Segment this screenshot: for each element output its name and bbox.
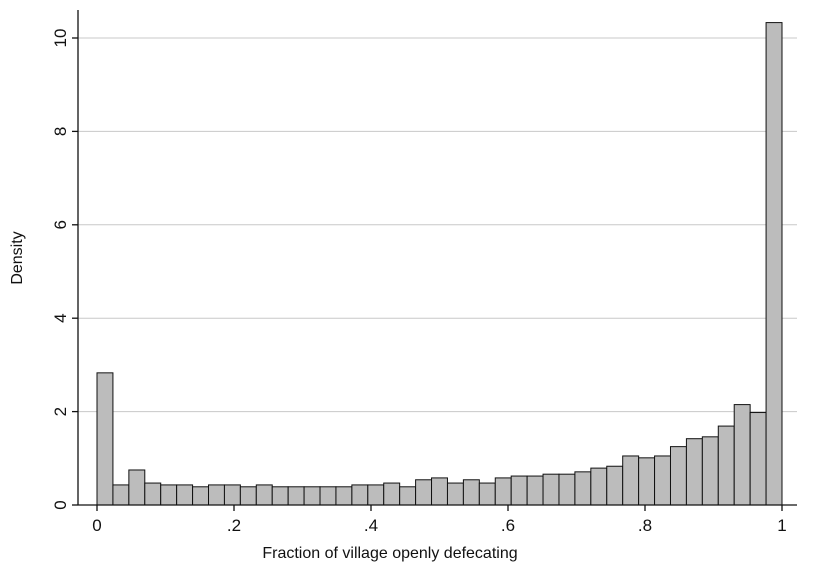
y-ticks: 0 2 4 6 8 10 — [51, 29, 78, 510]
histogram-bar-13 — [303, 486, 321, 506]
histogram-bar-31 — [590, 467, 608, 506]
y-tick-label-2: 4 — [51, 313, 70, 322]
histogram-bar-41 — [749, 412, 767, 506]
histogram-bar-0 — [96, 372, 114, 506]
histogram-bar-5 — [176, 484, 194, 506]
histogram-bar-36 — [669, 446, 687, 506]
y-tick-label-5: 10 — [51, 29, 70, 48]
y-axis-title: Density — [9, 231, 26, 284]
histogram-bar-25 — [494, 477, 512, 506]
histogram-bar-20 — [415, 479, 433, 506]
histogram-bar-16 — [351, 484, 369, 506]
histogram-bar-42 — [765, 22, 783, 506]
histogram-bar-35 — [654, 455, 671, 506]
y-tick-label-4: 8 — [51, 127, 70, 136]
histogram-bar-30 — [574, 471, 592, 506]
grid-lines — [78, 37, 797, 413]
histogram-bar-24 — [478, 482, 496, 506]
histogram-bar-10 — [255, 484, 273, 506]
axes — [77, 10, 797, 506]
histogram-bar-1 — [112, 484, 130, 506]
x-tick-label-2: .4 — [364, 516, 378, 535]
histogram-bar-9 — [239, 486, 257, 506]
histogram-bar-21 — [431, 477, 448, 506]
histogram-bar-22 — [446, 482, 464, 506]
x-tick-label-3: .6 — [501, 516, 515, 535]
histogram-bar-39 — [717, 425, 735, 506]
histogram-bar-14 — [319, 486, 337, 506]
y-tick-label-0: 0 — [51, 500, 70, 509]
histogram-bar-18 — [383, 482, 401, 506]
y-tick-label-1: 2 — [51, 407, 70, 416]
x-tick-label-1: .2 — [227, 516, 241, 535]
histogram-bar-27 — [526, 475, 544, 506]
histogram-bar-2 — [128, 469, 146, 506]
histogram-bar-37 — [685, 438, 703, 506]
histogram-bar-26 — [510, 475, 528, 506]
x-axis-title: Fraction of village openly defecating — [262, 545, 517, 562]
histogram-bar-29 — [558, 473, 576, 506]
histogram-bars — [96, 22, 783, 506]
x-tick-label-4: .8 — [638, 516, 652, 535]
histogram-bar-32 — [606, 465, 624, 506]
histogram-bar-8 — [223, 484, 241, 506]
histogram-bar-15 — [335, 486, 353, 506]
histogram-bar-28 — [542, 473, 560, 506]
y-tick-label-3: 6 — [51, 220, 70, 229]
histogram-bar-19 — [399, 486, 417, 506]
histogram-bar-6 — [192, 486, 210, 506]
histogram-bar-17 — [367, 484, 385, 506]
x-ticks: 0 .2 .4 .6 .8 1 — [92, 505, 787, 535]
histogram-bar-12 — [287, 486, 305, 506]
histogram-bar-4 — [160, 484, 178, 506]
histogram-bar-23 — [462, 479, 480, 506]
histogram-bar-7 — [208, 484, 225, 506]
histogram-bar-3 — [144, 482, 162, 506]
x-tick-label-5: 1 — [777, 516, 786, 535]
histogram-bar-34 — [638, 457, 656, 506]
histogram-bar-40 — [733, 404, 751, 506]
histogram-bar-33 — [622, 455, 640, 506]
histogram-bar-11 — [271, 486, 289, 506]
x-tick-label-0: 0 — [92, 516, 101, 535]
histogram-bar-38 — [701, 436, 719, 506]
